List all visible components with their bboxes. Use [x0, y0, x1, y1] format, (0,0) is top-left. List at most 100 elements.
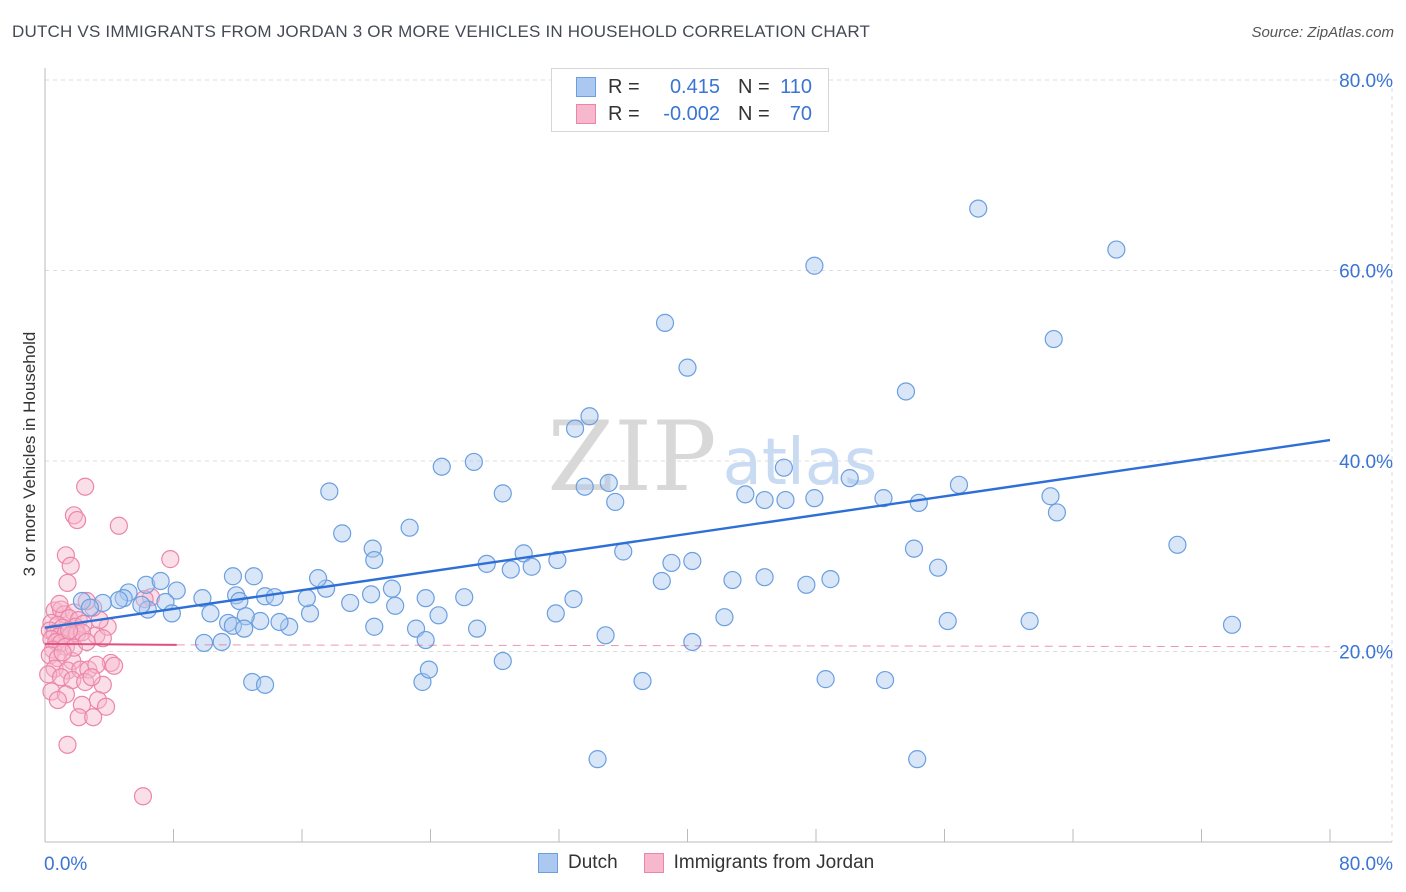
dutch-point	[223, 567, 243, 586]
series-legend-jordan[interactable]: Immigrants from Jordan	[643, 852, 874, 874]
dutch-point	[1020, 611, 1039, 631]
dutch-point	[909, 493, 928, 513]
jordan-point	[48, 649, 67, 668]
dutch-point	[1107, 240, 1126, 259]
dutch-points	[72, 199, 1242, 769]
jordan-point	[53, 643, 72, 662]
jordan-point	[161, 550, 180, 569]
dutch-point	[683, 551, 702, 571]
legend-row-jordan: R = -0.002 N = 70	[576, 101, 812, 127]
dutch-point	[341, 593, 360, 613]
axis-layer	[44, 68, 1392, 843]
dutch-point	[251, 611, 270, 631]
dutch-point	[467, 619, 487, 638]
jordan-point	[69, 708, 88, 727]
dutch-point	[875, 670, 895, 690]
dutch-trend-line	[44, 438, 1331, 629]
jordan-point	[135, 590, 154, 609]
jordan-point	[58, 735, 77, 754]
dutch-point	[776, 490, 795, 510]
trend-layer	[44, 438, 1331, 648]
dutch-point	[300, 604, 320, 623]
y-tick-label: 40.0%	[1339, 452, 1393, 473]
dutch-point	[969, 199, 988, 218]
dutch-point	[244, 567, 263, 586]
dutch-point	[678, 358, 697, 377]
dutch-point	[928, 558, 948, 577]
dutch-point	[432, 457, 451, 476]
dutch-point	[212, 632, 231, 652]
jordan-trend-line	[44, 642, 177, 646]
dutch-point	[755, 490, 774, 510]
dutch-point	[715, 608, 734, 627]
dutch-point	[683, 632, 702, 652]
dutch-point	[464, 452, 483, 472]
correlation-legend: R = 0.415 N = 110 R = -0.002 N = 70	[551, 68, 829, 132]
dutch-point	[137, 575, 156, 594]
dutch-point	[400, 518, 419, 537]
dutch-point	[896, 382, 916, 401]
dutch-point	[606, 492, 625, 512]
dutch-point	[580, 407, 599, 426]
legend-swatch-jordan	[576, 104, 596, 124]
jordan-trend-extension	[176, 644, 1331, 648]
dutch-point	[522, 557, 541, 576]
legend-n-label: N =	[738, 102, 770, 125]
dutch-point	[874, 489, 893, 508]
watermark-zip: ZIP	[547, 401, 716, 513]
dutch-point	[151, 571, 170, 591]
y-tick-label: 20.0%	[1339, 643, 1393, 664]
x-tick-label: 0.0%	[44, 854, 87, 875]
dutch-point	[652, 571, 671, 591]
legend-n-value: 110	[780, 75, 812, 98]
dutch-point	[201, 604, 220, 623]
dutch-point	[382, 579, 402, 598]
jordan-point	[96, 697, 116, 716]
dutch-point	[723, 570, 742, 590]
dutch-point	[904, 539, 924, 558]
jordan-points	[39, 477, 180, 806]
dutch-point	[255, 675, 275, 694]
dutch-point	[588, 750, 607, 769]
legend-n-label: N =	[738, 75, 770, 98]
dutch-point	[633, 671, 652, 691]
series-swatch-jordan	[643, 853, 664, 873]
jordan-point	[59, 621, 79, 640]
dutch-point	[429, 606, 448, 625]
dutch-point	[333, 524, 352, 543]
jordan-point	[58, 573, 77, 593]
jordan-point	[77, 632, 96, 652]
jordan-point	[50, 594, 69, 613]
dutch-point	[565, 419, 585, 438]
legend-n-value: 70	[789, 102, 812, 125]
dutch-point	[797, 575, 816, 594]
legend-swatch-dutch	[576, 77, 596, 97]
dutch-point	[265, 588, 284, 607]
dutch-point	[949, 475, 969, 494]
dutch-point	[416, 630, 435, 650]
dutch-point	[736, 485, 755, 504]
dutch-point	[821, 570, 840, 589]
series-legend-dutch[interactable]: Dutch	[538, 852, 618, 874]
dutch-point	[419, 660, 438, 679]
dutch-point	[280, 617, 299, 636]
dutch-point	[564, 590, 583, 609]
x-tick-label: 80.0%	[1339, 854, 1393, 875]
dutch-point	[193, 589, 212, 608]
dutch-point	[596, 626, 615, 645]
dutch-point	[575, 477, 594, 496]
dutch-point	[308, 569, 328, 588]
dutch-point	[1041, 487, 1060, 506]
dutch-point	[1047, 503, 1067, 522]
dutch-point	[805, 256, 824, 275]
jordan-point	[84, 708, 103, 727]
dutch-point	[662, 553, 681, 573]
y-tick-label: 80.0%	[1339, 71, 1393, 92]
legend-row-dutch: R = 0.415 N = 110	[576, 74, 812, 100]
jordan-point	[61, 556, 80, 575]
dutch-point	[320, 482, 339, 501]
tick-layer: 20.0% 40.0% 60.0% 80.0% 0.0% 80.0%	[44, 71, 1393, 875]
dutch-point	[840, 469, 859, 488]
dutch-point	[416, 589, 435, 608]
